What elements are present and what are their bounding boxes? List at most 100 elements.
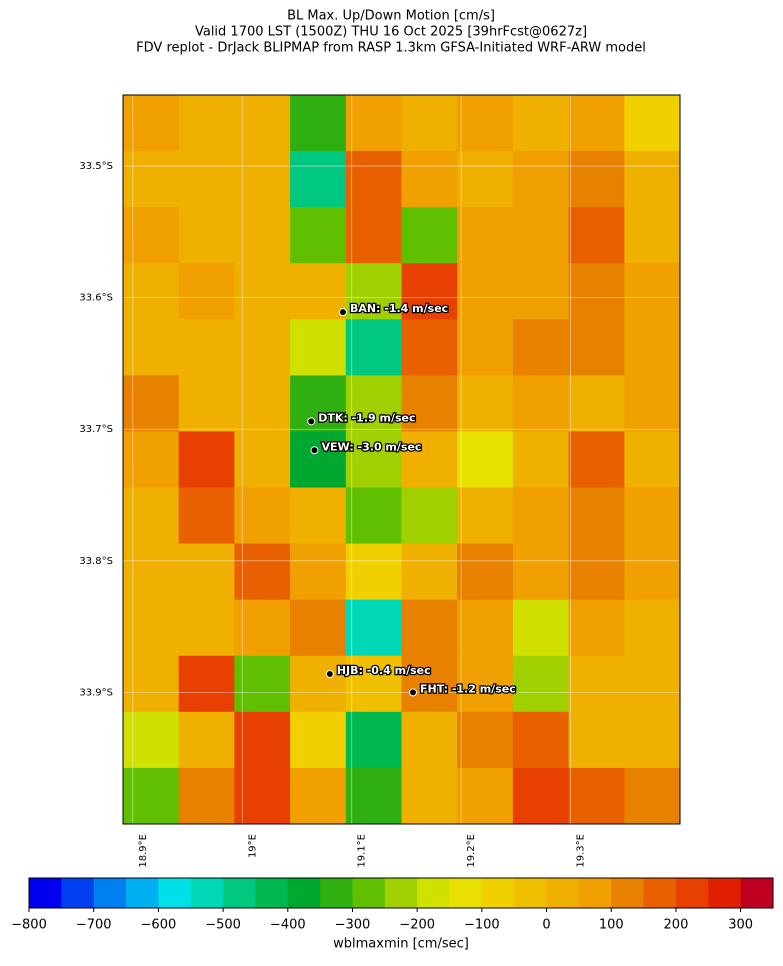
heat-cell bbox=[624, 767, 681, 825]
station-label: FHT: -1.2 m/sec bbox=[420, 682, 516, 695]
x-tick-label: 19.2°E bbox=[466, 834, 477, 868]
heat-cell bbox=[123, 655, 180, 713]
station-marker bbox=[307, 417, 316, 426]
heat-cell bbox=[345, 319, 402, 376]
heat-cell bbox=[178, 599, 235, 657]
heat-cell bbox=[290, 487, 347, 545]
heat-cell bbox=[345, 543, 402, 601]
heat-cell bbox=[624, 151, 681, 208]
heat-cell bbox=[568, 543, 625, 601]
heat-cell bbox=[624, 375, 681, 432]
heat-cell bbox=[123, 767, 180, 825]
colorbar-segment bbox=[29, 878, 62, 908]
heat-cell bbox=[512, 655, 570, 713]
heat-cell bbox=[512, 151, 570, 208]
heat-cell bbox=[290, 711, 347, 769]
heat-cell bbox=[290, 319, 347, 376]
heat-cell bbox=[234, 655, 291, 713]
heat-cell bbox=[401, 263, 458, 320]
colorbar-tick-label: −600 bbox=[141, 918, 177, 933]
heat-cell bbox=[401, 151, 458, 208]
heat-cell bbox=[123, 95, 180, 152]
colorbar-segment bbox=[675, 878, 709, 908]
colorbar-tick-label: 100 bbox=[599, 918, 624, 933]
colorbar-tick-label: −300 bbox=[335, 918, 371, 933]
heat-cell bbox=[290, 599, 347, 657]
heat-cell bbox=[345, 711, 402, 769]
heat-cell bbox=[401, 375, 458, 432]
x-tick-label: 19.3°E bbox=[576, 834, 587, 868]
colorbar-segment bbox=[643, 878, 677, 908]
heat-cell bbox=[234, 207, 291, 264]
station-label: VEW: -3.0 m/sec bbox=[322, 440, 422, 453]
heat-cell bbox=[234, 431, 291, 489]
heat-cell bbox=[457, 655, 514, 713]
heat-cell bbox=[512, 375, 570, 432]
heat-cell bbox=[457, 263, 514, 320]
heat-cell bbox=[457, 487, 514, 545]
heat-cell bbox=[624, 543, 681, 601]
heat-cell bbox=[178, 151, 235, 208]
heat-cell bbox=[123, 151, 180, 208]
heat-cell bbox=[624, 95, 681, 152]
colorbar-segment bbox=[190, 878, 224, 908]
y-tick-label: 33.8°S bbox=[79, 556, 113, 567]
station-label: DTK: -1.9 m/sec bbox=[318, 411, 415, 424]
heat-cell bbox=[290, 767, 347, 825]
y-tick-label: 33.9°S bbox=[79, 687, 113, 698]
subtitle: Valid 1700 LST (1500Z) THU 16 Oct 2025 [… bbox=[195, 25, 587, 40]
colorbar-segment bbox=[449, 878, 483, 908]
heat-cell bbox=[457, 151, 514, 208]
y-tick-label: 33.7°S bbox=[79, 424, 113, 435]
heat-cell bbox=[568, 487, 625, 545]
colorbar-tick-label: −200 bbox=[399, 918, 435, 933]
x-tick-label: 19.1°E bbox=[357, 834, 368, 868]
heat-cell bbox=[512, 263, 570, 320]
heat-cell bbox=[345, 599, 402, 657]
heat-cell bbox=[401, 599, 458, 657]
heat-cell bbox=[123, 711, 180, 769]
heat-cell bbox=[457, 375, 514, 432]
colorbar-tick-label: −800 bbox=[11, 918, 47, 933]
heat-cell bbox=[568, 263, 625, 320]
heat-cell bbox=[457, 543, 514, 601]
heat-cell bbox=[234, 711, 291, 769]
heat-cell bbox=[401, 711, 458, 769]
heat-cell bbox=[457, 599, 514, 657]
heat-cell bbox=[568, 151, 625, 208]
colorbar-tick-label: −100 bbox=[464, 918, 500, 933]
map-frame bbox=[122, 94, 681, 825]
heat-cell bbox=[345, 151, 402, 208]
colorbar-segment bbox=[740, 878, 774, 908]
colorbar-segment bbox=[578, 878, 612, 908]
heat-cell bbox=[290, 375, 347, 432]
colorbar-segment bbox=[384, 878, 418, 908]
x-tick-label: 19°E bbox=[247, 834, 258, 858]
colorbar-tick-label: −500 bbox=[205, 918, 241, 933]
heat-cell bbox=[512, 599, 570, 657]
y-tick-label: 33.5°S bbox=[79, 161, 113, 172]
colorbar-tick-label: −700 bbox=[76, 918, 112, 933]
heat-cell bbox=[178, 375, 235, 432]
heat-cell bbox=[290, 207, 347, 264]
heat-cell bbox=[512, 207, 570, 264]
heat-cell bbox=[345, 655, 402, 713]
heat-cell bbox=[123, 263, 180, 320]
heat-cell bbox=[345, 431, 402, 489]
heat-cell bbox=[568, 431, 625, 489]
heat-cell bbox=[123, 431, 180, 489]
colorbar-tick-label: 200 bbox=[664, 918, 689, 933]
heat-cell bbox=[568, 711, 625, 769]
heat-cell bbox=[290, 263, 347, 320]
heat-cell bbox=[624, 487, 681, 545]
x-tick-label: 18.9°E bbox=[138, 834, 149, 868]
colorbar-segment bbox=[61, 878, 95, 908]
heat-cell bbox=[178, 543, 235, 601]
heat-cell bbox=[624, 431, 681, 489]
colorbar-segment bbox=[287, 878, 321, 908]
heat-cell bbox=[234, 375, 291, 432]
heat-cell bbox=[178, 95, 235, 152]
heat-cell bbox=[457, 207, 514, 264]
heat-cell bbox=[234, 599, 291, 657]
